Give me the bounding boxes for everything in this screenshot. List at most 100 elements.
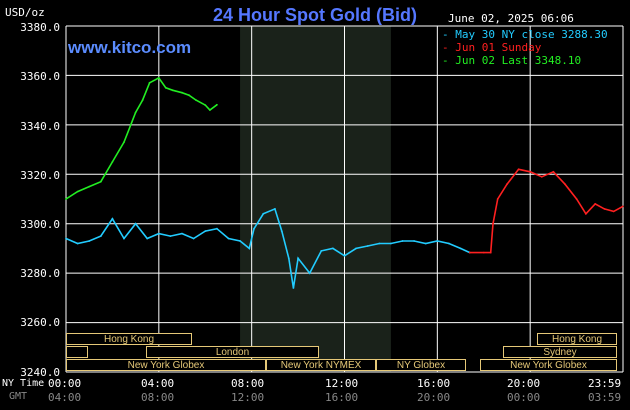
data-point [489,251,492,254]
market-sydney: Sydney [503,346,617,358]
x-tick-ny: 12:00 [325,377,359,390]
data-point [134,222,137,225]
data-point [253,227,255,230]
data-point [141,99,144,101]
y-tick: 3380.0 [20,21,60,34]
data-point [171,89,174,92]
data-point [343,254,346,257]
x-tick-gmt: 16:00 [325,391,359,404]
ny-time-row-label: NY Time [2,378,45,389]
data-point [308,272,311,274]
data-point [378,242,381,245]
x-tick-gmt: 08:00 [141,391,175,404]
data-point [459,247,462,250]
data-point [496,198,499,200]
x-tick-gmt: 20:00 [417,391,451,404]
market-ny-nymex: New York NYMEX [266,359,376,371]
y-tick: 3360.0 [20,70,60,83]
data-point [216,103,218,106]
data-point [517,168,520,171]
y-tick: 3300.0 [20,218,60,231]
x-tick-ny: 00:00 [48,377,82,390]
data-point [468,251,471,254]
data-point [540,175,543,178]
data-point [88,240,91,242]
legend-item-last: - Jun 02 Last 3348.10 [442,54,581,67]
data-point [65,237,67,240]
data-point [436,240,439,242]
data-point [287,257,290,260]
legend-label: Jun 01 Sunday [455,41,542,54]
y-tick: 3340.0 [20,120,60,133]
x-tick-gmt: 00:00 [507,391,541,404]
data-point [239,240,242,242]
data-point [146,237,149,240]
market-london: London [146,346,319,358]
data-point [332,247,334,250]
x-tick-gmt: 03:59 [588,391,622,404]
legend-swatch: - [442,28,449,41]
data-point [552,170,555,173]
data-point [111,161,114,163]
data-point [209,109,211,111]
series-line-1 [469,168,624,254]
y-tick: 3260.0 [20,316,60,329]
data-point [621,205,624,208]
nymex-shaded-region [240,26,391,372]
data-point [390,242,392,245]
data-point [262,212,265,215]
x-tick-ny: 20:00 [507,377,541,390]
data-point [169,235,172,238]
data-point [111,217,114,220]
data-point [134,111,137,114]
market-hong-kong: Hong Kong [66,333,192,345]
data-point [123,141,125,144]
y-tick: 3240.0 [20,366,60,379]
data-point [123,237,125,240]
data-point [164,86,167,89]
market-ny-globex: New York Globex [66,359,266,371]
data-point [204,104,207,106]
kitco-logo-text[interactable]: www.kitco.com [68,38,192,57]
y-tick: 3320.0 [20,169,60,182]
data-point [76,190,79,193]
market-hong-kong-right: Hong Kong [537,333,617,345]
data-point [227,237,230,240]
data-point [413,240,415,242]
legend-item-ny-close: - May 30 NY close 3288.30 [442,28,608,41]
data-point [448,242,450,245]
data-point [280,230,283,233]
data-point [401,240,404,242]
legend-swatch: - [442,41,449,54]
x-tick-gmt: 12:00 [231,391,265,404]
data-point [506,183,508,186]
x-tick-ny: 23:59 [588,377,622,390]
data-point [157,232,160,235]
data-point [585,212,587,215]
market-segment [66,346,88,358]
series-line-2 [65,76,218,200]
x-tick-ny: 04:00 [141,377,175,390]
market-ny-globex-late: NY Globex [376,359,466,371]
data-point [366,245,369,247]
data-point [482,251,485,254]
data-point [88,185,91,188]
data-point [355,247,357,250]
datestamp: June 02, 2025 06:06 [448,12,574,25]
data-point [157,77,160,79]
gmt-row-label: GMT [9,391,28,402]
data-point [99,180,102,183]
data-point [564,183,566,186]
data-point [188,94,190,97]
data-point [424,242,427,245]
data-point [204,230,207,233]
data-point [575,198,578,200]
data-point [292,287,295,289]
data-point [297,257,299,260]
y-tick: 3280.0 [20,267,60,280]
legend-label: May 30 NY close 3288.30 [455,28,608,41]
legend-label: Jun 02 Last 3348.10 [455,54,582,67]
x-tick-gmt: 04:00 [48,391,82,404]
x-tick-ny: 16:00 [417,377,451,390]
